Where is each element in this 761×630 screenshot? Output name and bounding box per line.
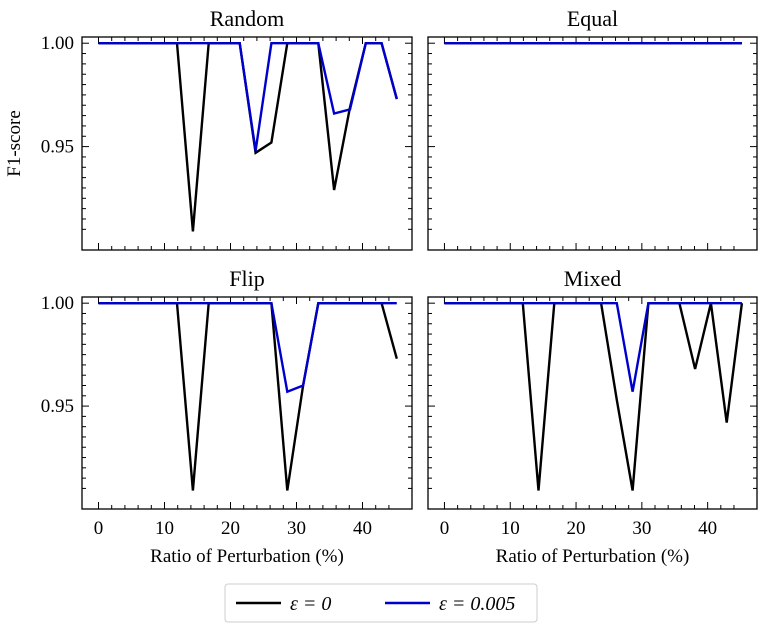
- panel-title-flip: Flip: [229, 266, 264, 291]
- series-line-eps-0005: [99, 43, 397, 151]
- x-tick-label: 40: [698, 518, 717, 539]
- plot-frame: [428, 37, 757, 250]
- x-tick-label: 40: [353, 518, 372, 539]
- series-line-eps-0005: [444, 303, 742, 392]
- x-tick-label: 0: [440, 518, 450, 539]
- y-axis-label: F1-score: [4, 110, 25, 176]
- panels: Random 1.00 0.95 F1-score Equal Flip 1.00 0.95 0…: [4, 6, 757, 567]
- panel-flip: Flip 1.00 0.95 0 10 20 30 40 Ratio of Perturbati…: [41, 266, 412, 567]
- legend: ε = 0 ε = 0.005: [225, 584, 537, 622]
- series-line-eps-0: [99, 303, 397, 490]
- series-line-eps-0: [444, 303, 742, 490]
- figure: Random 1.00 0.95 F1-score Equal Flip 1.00 0.95 0…: [0, 0, 761, 630]
- panel-title-random: Random: [210, 6, 285, 31]
- x-tick-label: 30: [632, 518, 651, 539]
- x-tick-label: 20: [221, 518, 240, 539]
- y-tick-label: 0.95: [41, 396, 74, 417]
- legend-label-eps-0: ε = 0: [290, 593, 331, 615]
- x-tick-label: 10: [501, 518, 520, 539]
- plot-frame: [82, 297, 412, 509]
- x-axis-label: Ratio of Perturbation (%): [496, 546, 690, 567]
- axis-ticks-equal: [428, 37, 757, 250]
- y-tick-label: 1.00: [41, 293, 74, 314]
- y-tick-label: 0.95: [41, 137, 74, 158]
- panel-mixed: Mixed 0 10 20 30 40 Ratio of Perturbation (%): [428, 266, 757, 567]
- plot-frame: [428, 297, 757, 509]
- series-line-eps-0: [99, 43, 397, 231]
- y-tick-label: 1.00: [41, 33, 74, 54]
- axis-ticks-random: [82, 37, 412, 250]
- x-tick-label: 0: [94, 518, 104, 539]
- x-tick-label: 30: [287, 518, 306, 539]
- legend-label-eps-0005: ε = 0.005: [439, 593, 515, 615]
- panel-equal: Equal: [428, 6, 757, 250]
- panel-random: Random 1.00 0.95 F1-score: [4, 6, 412, 250]
- plot-frame: [82, 37, 412, 250]
- panel-title-mixed: Mixed: [564, 266, 621, 291]
- x-tick-label: 20: [567, 518, 586, 539]
- panel-title-equal: Equal: [567, 6, 618, 31]
- x-axis-label: Ratio of Perturbation (%): [150, 546, 344, 567]
- axis-ticks-mixed: [428, 297, 757, 509]
- x-tick-label: 10: [155, 518, 174, 539]
- axis-ticks-flip: [82, 297, 412, 509]
- series-line-eps-0005: [99, 303, 397, 392]
